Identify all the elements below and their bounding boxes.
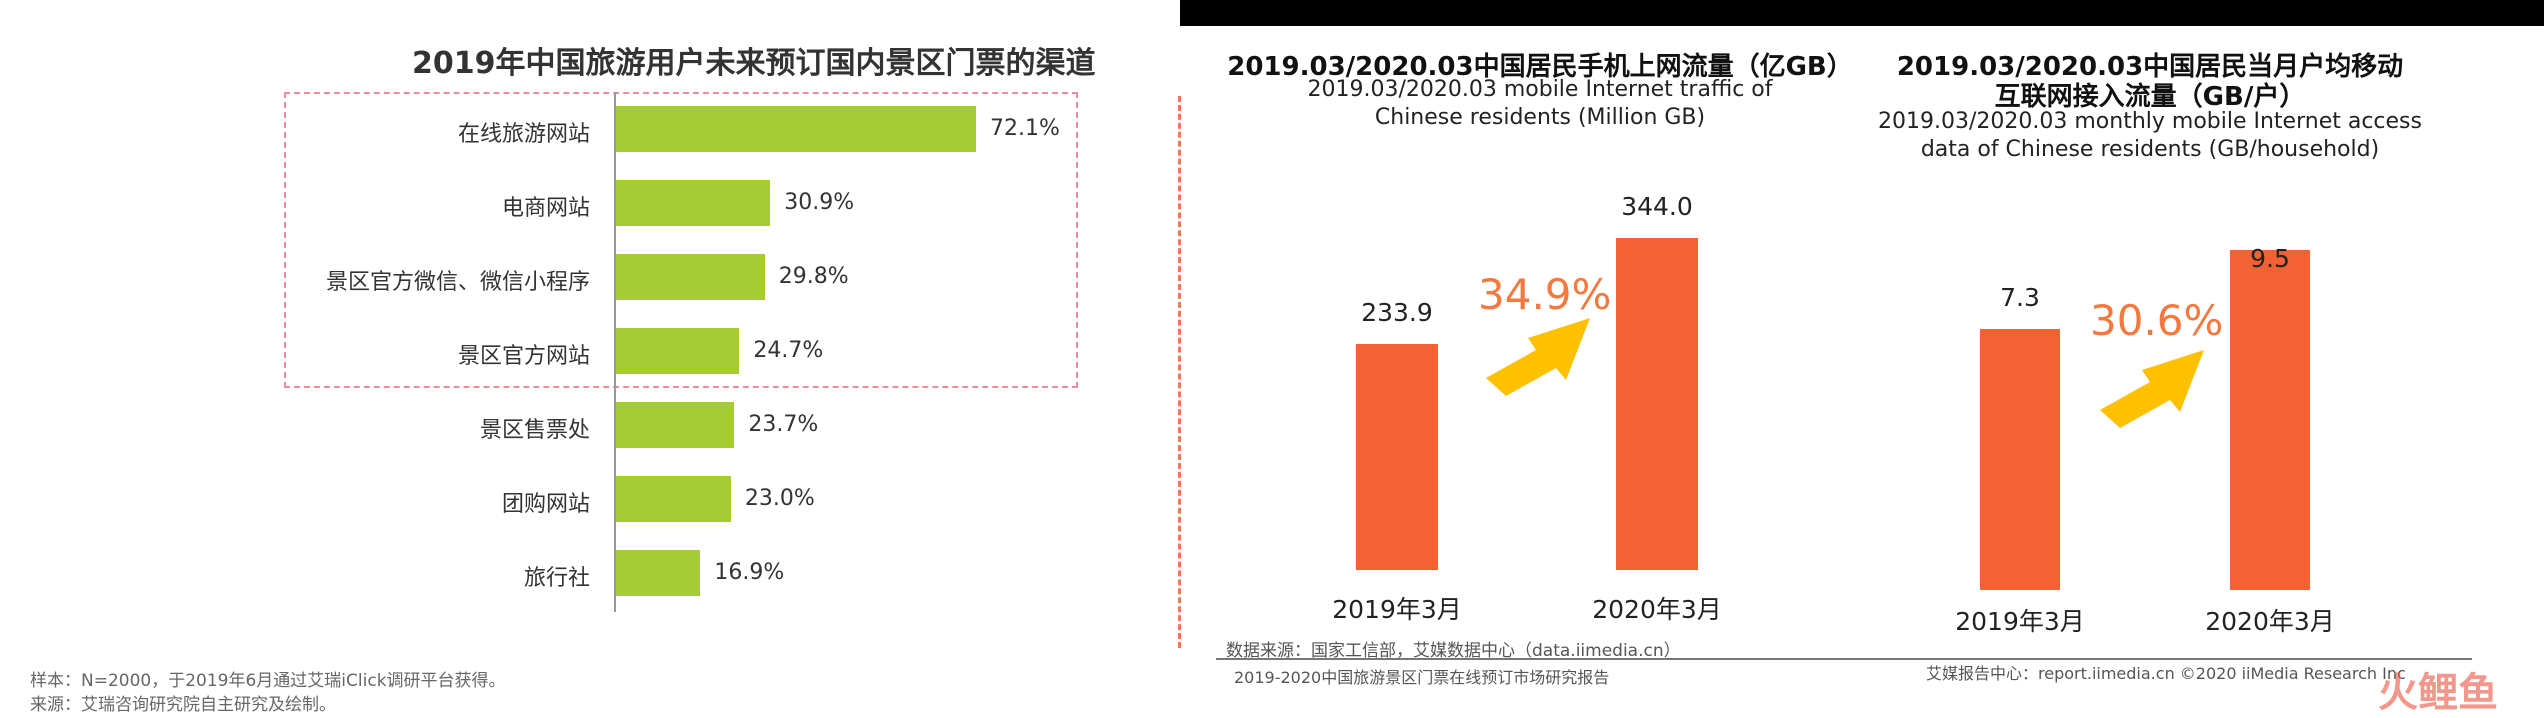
footer-divider xyxy=(1216,658,2472,660)
bar-category-label: 旅行社 xyxy=(523,566,590,591)
bar-value-label: 344.0 xyxy=(1621,192,1693,221)
chart2-title-line2: 互联网接入流量（GB/户） xyxy=(1994,82,2306,112)
report-center-link[interactable]: 艾媒报告中心：report.iimedia.cn ©2020 iiMedia R… xyxy=(1926,664,2406,683)
chart2-subtitle: 2019.03/2020.03 monthly mobile Internet … xyxy=(1878,109,2422,162)
bar-value-label: 7.3 xyxy=(2000,282,2040,312)
bar xyxy=(616,106,976,152)
bar xyxy=(616,328,740,374)
chart1-title: 2019.03/2020.03中国居民手机上网流量（亿GB） xyxy=(1227,52,1853,82)
bar-value-label: 9.5 xyxy=(2250,244,2290,273)
bar-category-label: 景区售票处 xyxy=(479,418,590,443)
left-chart-axis xyxy=(614,92,616,612)
bar xyxy=(616,402,735,448)
report-name: 2019-2020中国旅游景区门票在线预订市场研究报告 xyxy=(1234,668,1610,687)
bar xyxy=(616,180,771,226)
chart1-subtitle: 2019.03/2020.03 mobile Internet traffic … xyxy=(1307,77,1773,130)
bar xyxy=(2230,250,2310,590)
chart2-growth-rate: 30.6% xyxy=(2090,296,2224,345)
chart2-title-line1: 2019.03/2020.03中国居民当月户均移动 xyxy=(1896,52,2404,82)
panel-divider xyxy=(1178,96,1181,648)
x-axis-tick-label: 2020年3月 xyxy=(2205,607,2335,636)
bar xyxy=(616,476,731,522)
chart1-growth-rate: 34.9% xyxy=(1478,270,1612,319)
bar-value-label: 29.8% xyxy=(778,264,849,289)
bar-value-label: 72.1% xyxy=(990,116,1060,141)
bar-value-label: 233.9 xyxy=(1361,298,1433,328)
bar xyxy=(1616,238,1698,570)
x-axis-tick-label: 2020年3月 xyxy=(1592,595,1722,624)
bar-category-label: 景区官方微信、微信小程序 xyxy=(325,270,590,295)
bar-category-label: 在线旅游网站 xyxy=(457,122,590,147)
highlight-dashed-box xyxy=(284,92,1078,388)
bar xyxy=(616,254,765,300)
top-black-bar xyxy=(1180,0,2544,26)
left-chart-title: 2019年中国旅游用户未来预订国内景区门票的渠道 xyxy=(412,46,1096,81)
bar-category-label: 景区官方网站 xyxy=(457,344,590,369)
watermark-logo: 火鲤鱼 xyxy=(2378,670,2498,716)
bar xyxy=(1980,328,2060,590)
bar-value-label: 30.9% xyxy=(784,190,855,215)
bar-category-label: 团购网站 xyxy=(501,492,590,517)
footnote-sample: 样本：N=2000，于2019年6月通过艾瑞iClick调研平台获得。 xyxy=(30,671,506,691)
x-axis-tick-label: 2019年3月 xyxy=(1955,607,2085,636)
bar-value-label: 23.0% xyxy=(744,486,815,511)
bar-value-label: 16.9% xyxy=(714,560,785,585)
growth-arrow-icon-2 xyxy=(2100,350,2204,428)
bar xyxy=(1356,344,1438,570)
bar xyxy=(616,550,701,596)
x-axis-tick-label: 2019年3月 xyxy=(1332,595,1462,624)
bar-value-label: 23.7% xyxy=(748,412,819,437)
growth-arrow-icon-1 xyxy=(1486,318,1590,396)
data-source: 数据来源：国家工信部，艾媒数据中心（data.iimedia.cn） xyxy=(1226,641,1681,661)
bar-value-label: 24.7% xyxy=(753,338,824,363)
bar-category-label: 电商网站 xyxy=(501,196,590,221)
footnote-source: 来源：艾瑞咨询研究院自主研究及绘制。 xyxy=(30,695,336,715)
